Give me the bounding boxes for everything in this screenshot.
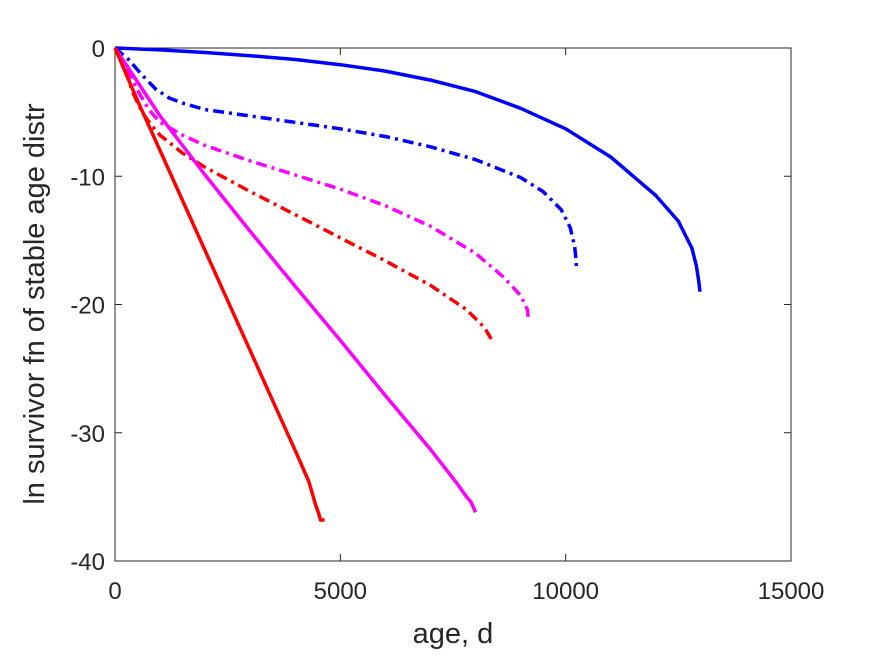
x-tick-label: 0 — [108, 578, 121, 605]
y-axis-title: ln survivor fn of stable age distr — [19, 103, 51, 505]
y-tick-label: -10 — [70, 164, 105, 191]
series-line-3 — [113, 47, 531, 322]
x-tick-label: 15000 — [758, 578, 825, 605]
series-layer — [113, 46, 702, 522]
y-tick-label: -20 — [70, 293, 105, 320]
series-line-2 — [113, 46, 579, 270]
x-tick-label: 10000 — [532, 578, 599, 605]
y-tick-label: -30 — [70, 421, 105, 448]
y-tick-label: 0 — [92, 36, 105, 63]
axis-ticks — [114, 47, 792, 562]
plot-area — [114, 47, 792, 562]
series-line-1 — [114, 46, 702, 292]
y-tick-label: -40 — [70, 549, 105, 576]
series-line-5 — [113, 47, 478, 513]
x-tick-label: 5000 — [314, 578, 367, 605]
series-line-6 — [113, 47, 325, 522]
axis-tick-labels: 0 5000 10000 15000 0 -10 -20 -30 -40 — [70, 36, 824, 605]
x-axis-title: age, d — [413, 618, 494, 650]
